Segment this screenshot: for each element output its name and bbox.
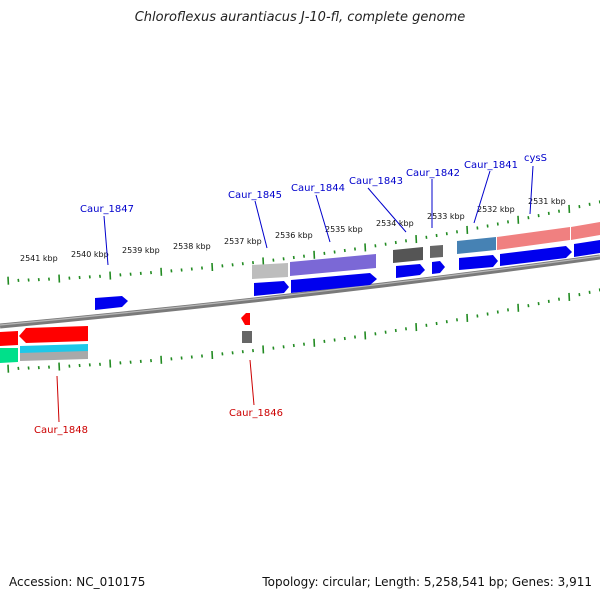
tick-label: 2531 kbp bbox=[528, 197, 566, 206]
leader-caur-1844 bbox=[315, 194, 331, 243]
cds-arrow-caur-1842[interactable] bbox=[432, 261, 445, 274]
tick-label: 2541 kbp bbox=[20, 254, 58, 263]
gene-label-caur-1843[interactable]: Caur_1843 bbox=[349, 176, 403, 187]
leader-caur-1848 bbox=[56, 375, 60, 423]
leader-caur-1846 bbox=[249, 359, 255, 406]
tick-label: 2533 kbp bbox=[427, 212, 465, 221]
cds-arrow-caur-1846[interactable] bbox=[241, 313, 250, 325]
leader-caur-1843 bbox=[367, 187, 407, 233]
gene-label-caur-1848[interactable]: Caur_1848 bbox=[34, 425, 88, 436]
tick-label: 2534 kbp bbox=[376, 219, 414, 228]
leader-caur-1845 bbox=[254, 200, 268, 249]
cds-arrow-caur-1848[interactable] bbox=[19, 326, 88, 343]
tick-label: 2532 kbp bbox=[477, 205, 515, 214]
map-title: Chloroflexus aurantiacus J-10-fl, comple… bbox=[134, 10, 466, 25]
gene-label-caur-1841[interactable]: Caur_1841 bbox=[464, 160, 518, 171]
genome-backbone bbox=[0, 254, 600, 329]
cds-arrow-caur-1841[interactable] bbox=[459, 255, 498, 270]
gene-label-caur-1846[interactable]: Caur_1846 bbox=[229, 408, 283, 419]
gene-label-caur-1845[interactable]: Caur_1845 bbox=[228, 190, 282, 201]
gene-bar-caur-1841[interactable] bbox=[457, 237, 496, 254]
cds-arrow-cyss[interactable] bbox=[500, 246, 572, 266]
cds-arrow-prev[interactable] bbox=[0, 331, 18, 346]
gene-label-cyss[interactable]: cysS bbox=[524, 153, 547, 164]
tick-label: 2535 kbp bbox=[325, 225, 363, 234]
accession-text: Accession: NC_010175 bbox=[9, 575, 146, 589]
cds-arrow-next[interactable] bbox=[574, 240, 600, 257]
leader-caur-1847 bbox=[103, 215, 109, 266]
cds-arrow-caur-1844[interactable] bbox=[291, 273, 377, 293]
cds-arrow-caur-1847[interactable] bbox=[95, 296, 128, 310]
tick-label: 2540 kbp bbox=[71, 250, 109, 259]
tick-label: 2538 kbp bbox=[173, 242, 211, 251]
cds-arrow-caur-1845[interactable] bbox=[254, 281, 289, 296]
tick-label: 2539 kbp bbox=[122, 246, 160, 255]
gene-bar-prev[interactable] bbox=[0, 348, 18, 363]
gene-bar-caur-1846[interactable] bbox=[242, 331, 252, 343]
gene-label-caur-1847[interactable]: Caur_1847 bbox=[80, 204, 134, 215]
gene-bar-caur-1845[interactable] bbox=[252, 263, 288, 279]
gene-bar-caur-1844[interactable] bbox=[290, 254, 376, 276]
gene-bar-next[interactable] bbox=[571, 222, 600, 240]
cds-arrow-caur-1843[interactable] bbox=[396, 264, 425, 278]
leader-caur-1841 bbox=[473, 170, 491, 224]
gene-bar-cyss[interactable] bbox=[497, 227, 570, 250]
gene-bar-caur-1848-rna[interactable] bbox=[20, 351, 88, 361]
gene-bar-caur-1842[interactable] bbox=[430, 245, 443, 258]
gene-bar-caur-1843[interactable] bbox=[393, 247, 423, 263]
genome-backbone-highlight bbox=[0, 255, 600, 326]
leader-cyss bbox=[529, 165, 534, 215]
tick-label: 2537 kbp bbox=[224, 237, 262, 246]
tick-label: 2536 kbp bbox=[275, 231, 313, 240]
gene-label-caur-1842[interactable]: Caur_1842 bbox=[406, 168, 460, 179]
topology-text: Topology: circular; Length: 5,258,541 bp… bbox=[262, 575, 592, 589]
gene-label-caur-1844[interactable]: Caur_1844 bbox=[291, 183, 345, 194]
